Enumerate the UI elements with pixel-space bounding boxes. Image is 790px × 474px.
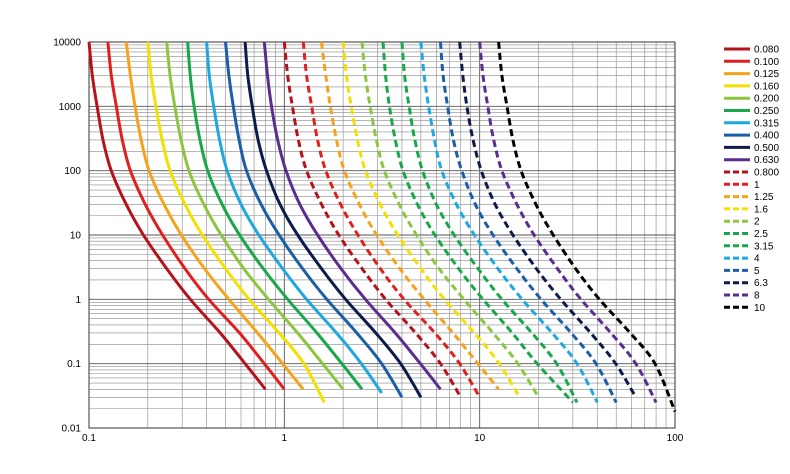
series-line-0.250 <box>186 41 364 391</box>
legend-item: 1.25 <box>724 192 774 203</box>
legend-label: 0.315 <box>754 118 779 129</box>
series-line-1.6 <box>341 41 521 399</box>
legend-label: 0.200 <box>754 94 779 105</box>
series-line-0.630 <box>262 41 442 391</box>
legend-label: 10 <box>754 303 766 314</box>
legend-item: 3.15 <box>724 241 774 252</box>
grid <box>88 42 675 429</box>
series-line-1 <box>301 41 481 399</box>
y-tick-label: 1 <box>75 295 81 306</box>
legend-label: 0.125 <box>754 69 779 80</box>
legend-item: 0.160 <box>724 81 779 92</box>
legend-label: 3.15 <box>754 241 774 252</box>
legend-item: 4 <box>724 254 760 265</box>
series-line-8 <box>478 41 658 404</box>
legend-item: 0.315 <box>724 118 779 129</box>
legend-label: 0.100 <box>754 57 779 68</box>
y-tick-label: 0.01 <box>62 424 82 435</box>
legend-item: 0.200 <box>724 94 779 105</box>
legend-label: 0.800 <box>754 168 779 179</box>
x-tick-label: 100 <box>667 433 684 444</box>
series-line-0.500 <box>243 41 423 399</box>
series-line-5 <box>439 41 618 404</box>
series-line-0.160 <box>146 41 326 404</box>
series-line-0.080 <box>87 41 267 391</box>
legend-item: 0.125 <box>724 69 779 80</box>
legend-item: 2 <box>724 217 760 228</box>
series-line-2 <box>360 41 540 399</box>
plot-frame <box>88 41 676 429</box>
series-line-0.800 <box>282 41 462 399</box>
legend-label: 6.3 <box>754 278 768 289</box>
legend-item: 6.3 <box>724 278 768 289</box>
series-line-0.200 <box>165 41 345 391</box>
legend-item: 0.500 <box>724 143 779 154</box>
legend-label: 0.080 <box>754 45 779 56</box>
legend-label: 2.5 <box>754 229 768 240</box>
series-line-3.15 <box>400 41 579 404</box>
legend-label: 0.500 <box>754 143 779 154</box>
x-tick-label: 10 <box>474 433 486 444</box>
series-line-0.100 <box>106 41 286 391</box>
plot-area-border <box>88 41 676 429</box>
y-tick-label: 10000 <box>53 38 81 49</box>
series-line-0.125 <box>124 41 305 391</box>
series-line-0.315 <box>205 41 383 394</box>
legend-label: 5 <box>754 266 760 277</box>
legend-label: 1 <box>754 180 760 191</box>
legend-item: 1 <box>724 180 760 191</box>
x-tick-label: 1 <box>282 433 288 444</box>
series-line-6.3 <box>458 41 638 399</box>
legend-item: 1.6 <box>724 204 768 215</box>
legend-item: 5 <box>724 266 760 277</box>
legend-item: 2.5 <box>724 229 768 240</box>
y-tick-label: 10 <box>70 231 82 242</box>
legend-label: 0.160 <box>754 81 779 92</box>
legend-item: 0.400 <box>724 131 779 142</box>
y-tick-label: 100 <box>64 166 81 177</box>
legend-item: 0.630 <box>724 155 779 166</box>
y-tick-label: 0.1 <box>67 359 81 370</box>
legend-label: 1.6 <box>754 204 768 215</box>
legend-item: 0.800 <box>724 168 779 179</box>
y-tick-label: 1000 <box>59 102 82 113</box>
x-axis-tick-labels: 0.1 1 10 100 <box>82 433 684 444</box>
legend-item: 10 <box>724 303 766 314</box>
legend-label: 0.400 <box>754 131 779 142</box>
legend-item: 8 <box>724 291 760 302</box>
legend-label: 0.630 <box>754 155 779 166</box>
legend-label: 8 <box>754 291 760 302</box>
series-line-1.25 <box>320 41 500 391</box>
legend-item: 0.250 <box>724 106 779 117</box>
series-line-2.5 <box>381 41 575 404</box>
legend-label: 0.250 <box>754 106 779 117</box>
legend-label: 4 <box>754 254 760 265</box>
legend-item: 0.100 <box>724 57 779 68</box>
series-lines <box>87 41 677 413</box>
legend-item: 0.080 <box>724 45 779 56</box>
x-tick-label: 0.1 <box>82 433 96 444</box>
series-line-0.400 <box>224 41 404 399</box>
legend-label: 1.25 <box>754 192 774 203</box>
y-axis-tick-labels: 0.01 0.1 1 10 100 1000 10000 <box>53 38 81 435</box>
series-line-4 <box>419 41 599 404</box>
series-line-10 <box>497 41 677 413</box>
legend-label: 2 <box>754 217 760 228</box>
